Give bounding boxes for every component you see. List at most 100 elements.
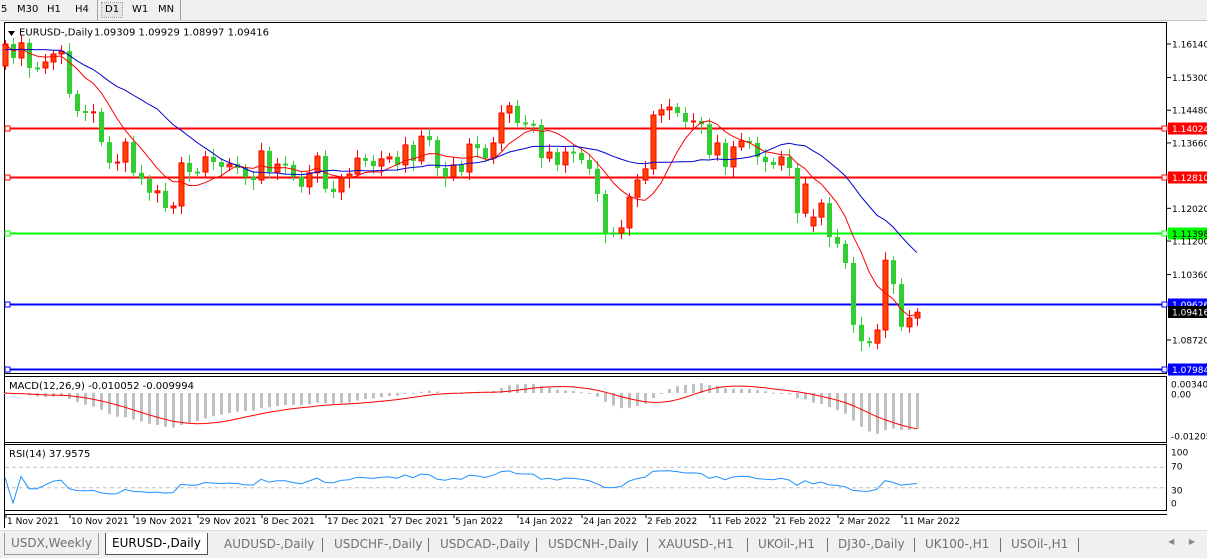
macd-histogram-bar [348, 393, 351, 403]
tab-usdchf-daily[interactable]: USDCHF-,Daily [334, 537, 423, 551]
tab-eurusd-daily[interactable]: EURUSD-,Daily [105, 533, 208, 555]
macd-histogram-bar [316, 393, 319, 403]
candle-doji [195, 171, 200, 174]
tab-usdcad-daily[interactable]: USDCAD-,Daily [440, 537, 530, 551]
macd-histogram-bar [212, 393, 215, 417]
candle-bullish [490, 142, 497, 159]
macd-histogram-bar [540, 386, 543, 393]
candle-bearish [27, 42, 32, 68]
candle-doji [523, 122, 528, 125]
macd-label: MACD(12,26,9) -0.010052 -0.009994 [9, 381, 194, 392]
candle-bullish [778, 156, 785, 166]
timeframe-d1-button[interactable]: D1 [100, 2, 124, 18]
macd-histogram-bar [828, 393, 831, 408]
level-handle [1161, 125, 1168, 132]
candle-bullish [634, 179, 641, 198]
macd-histogram-bar [388, 393, 391, 397]
tab-usoil-h1[interactable]: USOil-,H1 [1011, 537, 1069, 551]
macd-histogram-bar [380, 393, 383, 398]
candle-bearish [459, 164, 464, 173]
candle-bearish [747, 140, 752, 143]
macd-histogram-bar [292, 393, 295, 405]
macd-histogram-bar [428, 390, 431, 393]
price-tick-label: 1.16140 [1172, 41, 1207, 51]
time-axis: 1 Nov 2021 10 Nov 2021 19 Nov 2021 29 Nov 2… [5, 514, 960, 527]
candle-bearish [75, 93, 80, 112]
candle-bearish [267, 150, 272, 173]
candle-bearish [843, 243, 848, 263]
price-tick-label: 1.08720 [1172, 336, 1207, 346]
candle-bearish [795, 168, 800, 214]
macd-histogram-bar [892, 393, 895, 429]
level-handle [4, 366, 11, 373]
candle-bearish [603, 193, 608, 234]
macd-histogram-bar [268, 393, 271, 408]
candle-doji [91, 111, 96, 114]
chart-tabs-bar: USDX,Weekly EURUSD-,Daily AUDUSD-,Daily … [0, 530, 1207, 558]
timeframe-mn-button[interactable]: MN [158, 4, 175, 15]
candle-doji [691, 120, 696, 123]
macd-axis-label: 0.00 [1171, 391, 1191, 401]
tab-uk100-h1[interactable]: UK100-,H1 [925, 537, 990, 551]
macd-histogram-bar [60, 393, 63, 397]
candle-bearish [83, 111, 88, 114]
macd-histogram-bar [548, 387, 551, 393]
candle-bearish [291, 164, 296, 177]
candle-bullish [626, 196, 633, 229]
timeframe-m30-button[interactable]: M30 [17, 4, 39, 15]
tab-scroll-arrows-icon[interactable]: ◀ ▶ [1168, 537, 1201, 546]
macd-histogram-bar [196, 393, 199, 422]
collapse-triangle-icon[interactable] [8, 31, 15, 36]
candle-bearish [595, 168, 600, 194]
macd-histogram-bar [332, 393, 335, 404]
tab-xauusd-h1[interactable]: XAUUSD-,H1 [658, 537, 734, 551]
time-tick-label: 2 Feb 2022 [647, 517, 697, 527]
candle-bearish [771, 162, 776, 165]
macd-histogram-bar [132, 393, 135, 420]
price-pane [4, 22, 1167, 374]
tab-divider [322, 538, 323, 552]
macd-histogram-bar [324, 393, 327, 404]
candle-bullish [810, 216, 817, 227]
macd-histogram-bar [876, 393, 879, 434]
level-price-tag [1168, 227, 1207, 240]
timeframe-w1-button[interactable]: W1 [132, 4, 149, 15]
candle-bullish [306, 172, 313, 188]
time-tick-label: 8 Dec 2021 [263, 517, 315, 527]
candle-bullish [378, 158, 385, 167]
timeframe-m15-button[interactable]: 5 [1, 4, 8, 15]
macd-histogram-bar [164, 393, 167, 427]
candle-bearish [219, 162, 224, 167]
timeframe-h1-button[interactable]: H1 [47, 4, 61, 15]
rsi-axis-label: 30 [1171, 487, 1183, 497]
macd-histogram-bar [564, 390, 567, 393]
tab-audusd-daily[interactable]: AUDUSD-,Daily [224, 537, 315, 551]
macd-histogram-bar [812, 393, 815, 403]
candle-bearish [787, 156, 792, 169]
tab-divider [914, 538, 915, 552]
candle-bearish [683, 113, 688, 122]
macd-histogram-bar [668, 388, 671, 393]
level-price-label: 1.11398 [1172, 230, 1207, 240]
tab-usdx-weekly[interactable]: USDX,Weekly [4, 533, 99, 555]
tab-usdcnh-daily[interactable]: USDCNH-,Daily [548, 537, 639, 551]
macd-histogram-bar [436, 391, 439, 393]
candle-bearish [515, 105, 520, 123]
candle-bearish [723, 142, 728, 167]
tab-ukoil-h1[interactable]: UKOil-,H1 [758, 537, 815, 551]
rsi-label: RSI(14) 37.9575 [9, 449, 90, 460]
level-handle [1161, 366, 1168, 373]
candle-bearish [427, 136, 432, 141]
macd-histogram-bar [660, 393, 663, 394]
candle-bearish [579, 152, 584, 161]
candle-bearish [763, 156, 768, 163]
time-tick-label: 11 Mar 2022 [903, 517, 960, 527]
tab-dj30-daily[interactable]: DJ30-,Daily [838, 537, 905, 551]
rsi-axis-label: 0 [1171, 500, 1177, 510]
candle-bullish [714, 142, 721, 156]
current-price-label: 1.09416 [1172, 309, 1207, 319]
macd-histogram-bar [716, 385, 719, 393]
timeframe-h4-button[interactable]: H4 [75, 4, 89, 15]
